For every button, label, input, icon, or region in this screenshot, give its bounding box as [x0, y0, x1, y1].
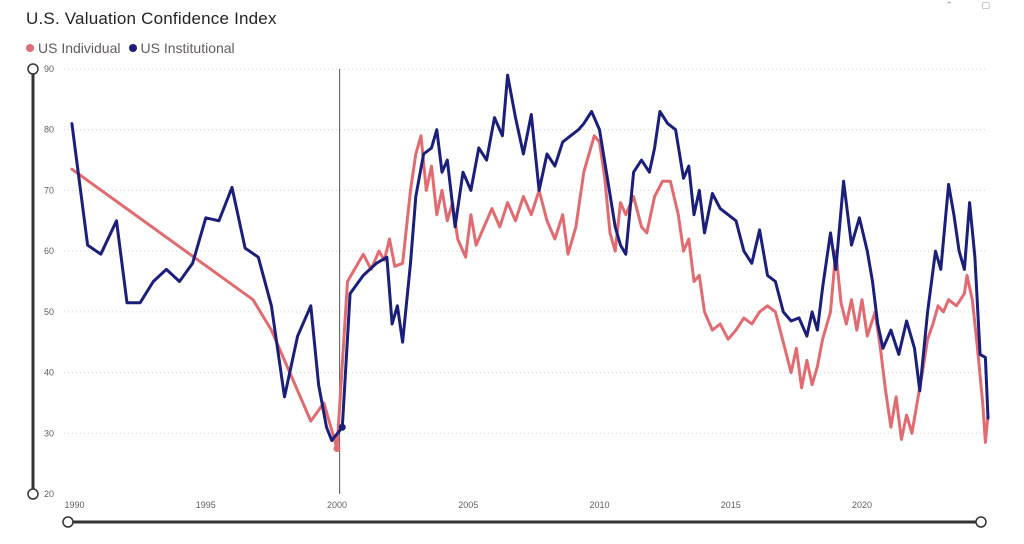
y-tick-label: 20 [44, 489, 54, 499]
highlight-point[interactable] [338, 423, 346, 431]
visual-header-icons: ⌃ ▢ [919, 0, 990, 11]
x-zoom-slider[interactable] [62, 516, 987, 528]
legend-label-us-institutional: US Institutional [140, 40, 235, 56]
x-slider-right-handle[interactable] [975, 516, 987, 528]
y-tick-label: 90 [44, 64, 54, 74]
chart-legend: US Individual US Institutional [26, 40, 243, 56]
highlight-point[interactable] [333, 444, 341, 452]
series-line-us-individual[interactable] [70, 134, 990, 450]
series-line-us-institutional[interactable] [70, 73, 990, 443]
x-tick-label: 2015 [721, 500, 741, 510]
x-slider-left-handle[interactable] [62, 516, 74, 528]
x-tick-label: 2000 [327, 500, 347, 510]
x-axis-ticks: 1990 1995 2000 2005 2010 2015 2020 [64, 500, 872, 510]
x-tick-label: 1995 [196, 500, 216, 510]
y-slider-top-handle[interactable] [27, 63, 39, 75]
y-tick-label: 50 [44, 307, 54, 317]
x-tick-label: 2010 [589, 500, 609, 510]
pin-icon[interactable]: ⌃ [945, 0, 953, 10]
y-axis-ticks: 20 30 40 50 60 70 80 90 [44, 64, 54, 499]
y-tick-label: 80 [44, 125, 54, 135]
y-slider-bottom-handle[interactable] [27, 488, 39, 500]
chart-title: U.S. Valuation Confidence Index [26, 9, 277, 28]
y-tick-label: 30 [44, 428, 54, 438]
x-tick-label: 2020 [852, 500, 872, 510]
legend-marker-us-individual [26, 44, 34, 52]
gridlines [64, 68, 988, 434]
y-tick-label: 70 [44, 185, 54, 195]
series-lines [70, 73, 990, 452]
legend-item-us-institutional[interactable]: US Institutional [128, 40, 235, 56]
legend-marker-us-institutional [128, 44, 137, 52]
focus-mode-icon[interactable]: ▢ [981, 0, 990, 10]
x-tick-label: 1990 [64, 500, 84, 510]
legend-item-us-individual[interactable]: US Individual [26, 40, 121, 56]
y-tick-label: 60 [44, 246, 54, 256]
legend-label-us-individual: US Individual [38, 40, 121, 56]
x-tick-label: 2005 [458, 500, 478, 510]
y-tick-label: 40 [44, 368, 54, 378]
y-zoom-slider[interactable] [27, 63, 39, 500]
